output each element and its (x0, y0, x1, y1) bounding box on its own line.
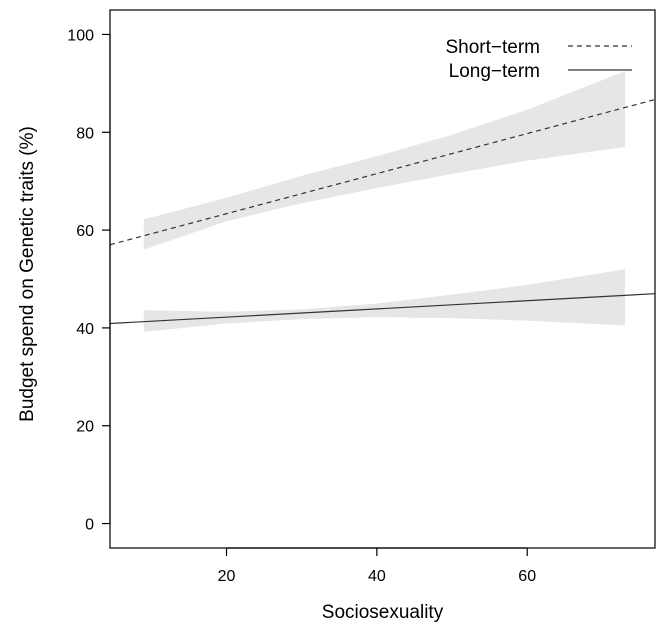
legend-label-long-term: Long−term (449, 61, 540, 82)
y-tick-label: 80 (76, 125, 94, 142)
plot-frame (109, 9, 656, 549)
y-axis-title: Budget spend on Genetic traits (%) (17, 126, 38, 422)
trend-line-short-term (109, 98, 656, 246)
confidence-bands (143, 71, 625, 332)
confidence-band-short-term (143, 71, 625, 250)
x-tick-label: 60 (518, 568, 536, 585)
y-tick-label: 20 (76, 419, 94, 436)
confidence-band-long-term (143, 269, 625, 332)
y-tick-label: 60 (76, 223, 94, 240)
axes (109, 34, 528, 549)
y-tick-label: 40 (76, 321, 94, 338)
x-tick-label: 20 (218, 568, 236, 585)
x-tick-label: 40 (368, 568, 386, 585)
y-ticks: 0 20 40 60 80 100 (67, 27, 110, 534)
legend: Short−term Long−term (445, 37, 632, 82)
y-tick-label: 100 (67, 27, 94, 44)
y-tick-label: 0 (85, 517, 94, 534)
legend-label-short-term: Short−term (445, 37, 540, 58)
x-ticks: 20 40 60 (218, 548, 536, 585)
trend-lines (109, 98, 656, 325)
x-axis-title: Sociosexuality (322, 602, 444, 623)
trend-line-long-term (109, 293, 656, 325)
